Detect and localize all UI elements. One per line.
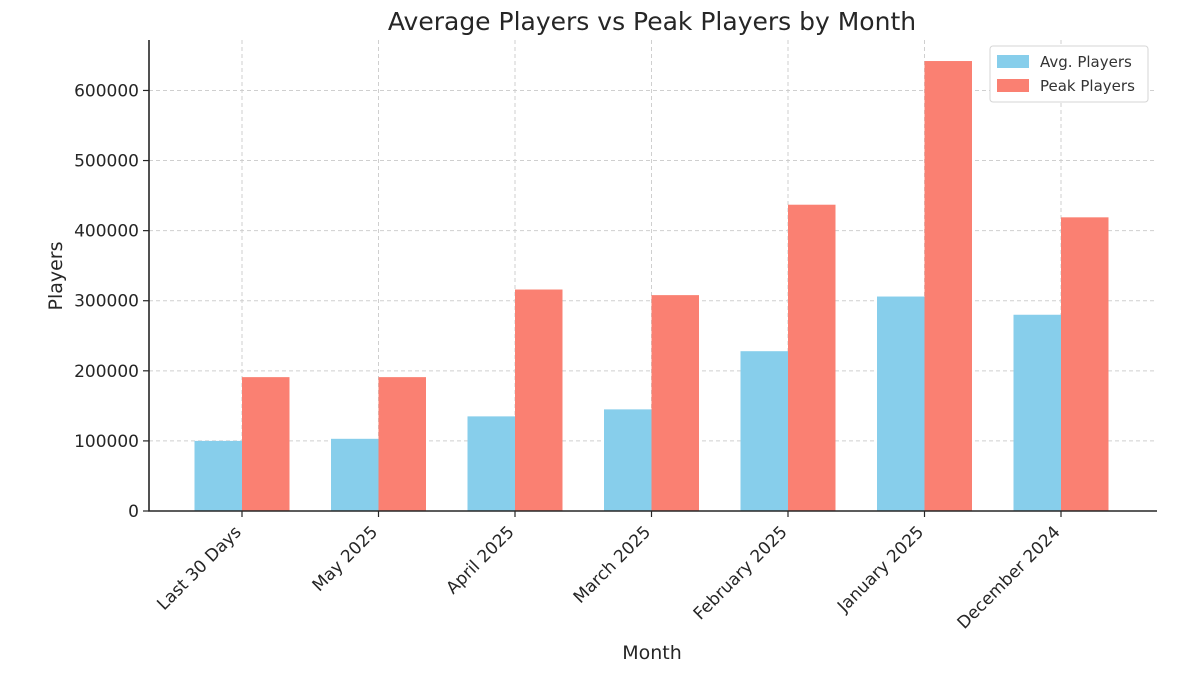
axis-spines xyxy=(148,40,1157,512)
y-tick-label: 400000 xyxy=(74,222,139,242)
x-tick-label: April 2025 xyxy=(442,522,518,598)
y-axis-ticks: 0 100000 200000 300000 400000 500000 600000 xyxy=(74,81,149,522)
bars xyxy=(194,61,1109,511)
legend-swatch-peak xyxy=(997,79,1029,92)
y-tick-label: 500000 xyxy=(74,152,139,172)
x-tick-label: December 2024 xyxy=(954,522,1065,633)
x-axis-label: Month xyxy=(622,642,682,664)
bar-peak-players xyxy=(924,61,972,511)
legend: Avg. Players Peak Players xyxy=(989,45,1149,103)
bar-avg-players xyxy=(331,438,379,511)
x-tick-label: Last 30 Days xyxy=(153,522,245,614)
y-axis-label: Players xyxy=(45,241,67,310)
bar-avg-players xyxy=(467,416,515,511)
bar-peak-players xyxy=(788,204,836,511)
bar-avg-players xyxy=(194,440,242,511)
bar-peak-players xyxy=(515,289,563,511)
legend-label-avg: Avg. Players xyxy=(1040,53,1132,71)
chart-title: Average Players vs Peak Players by Month xyxy=(388,7,916,36)
y-tick-label: 0 xyxy=(128,502,139,522)
x-tick-label: May 2025 xyxy=(309,522,382,595)
x-axis-ticks: Last 30 Days May 2025 April 2025 March 2025… xyxy=(153,511,1065,633)
bar-avg-players xyxy=(604,409,652,511)
y-tick-label: 200000 xyxy=(74,362,139,382)
legend-label-peak: Peak Players xyxy=(1040,77,1135,95)
x-tick-label: January 2025 xyxy=(833,522,928,617)
legend-swatch-avg xyxy=(997,55,1029,68)
bar-peak-players xyxy=(378,377,426,511)
bar-avg-players xyxy=(740,351,788,511)
y-tick-label: 300000 xyxy=(74,292,139,312)
x-tick-label: February 2025 xyxy=(690,522,792,624)
bar-peak-players xyxy=(1061,217,1109,511)
bar-avg-players xyxy=(1013,314,1061,511)
x-tick-label: March 2025 xyxy=(570,522,655,607)
y-tick-label: 100000 xyxy=(74,432,139,452)
legend-box xyxy=(989,45,1149,103)
bar-peak-players xyxy=(242,377,290,511)
y-tick-label: 600000 xyxy=(74,81,139,101)
bar-peak-players xyxy=(651,295,699,511)
bar-avg-players xyxy=(877,296,925,511)
